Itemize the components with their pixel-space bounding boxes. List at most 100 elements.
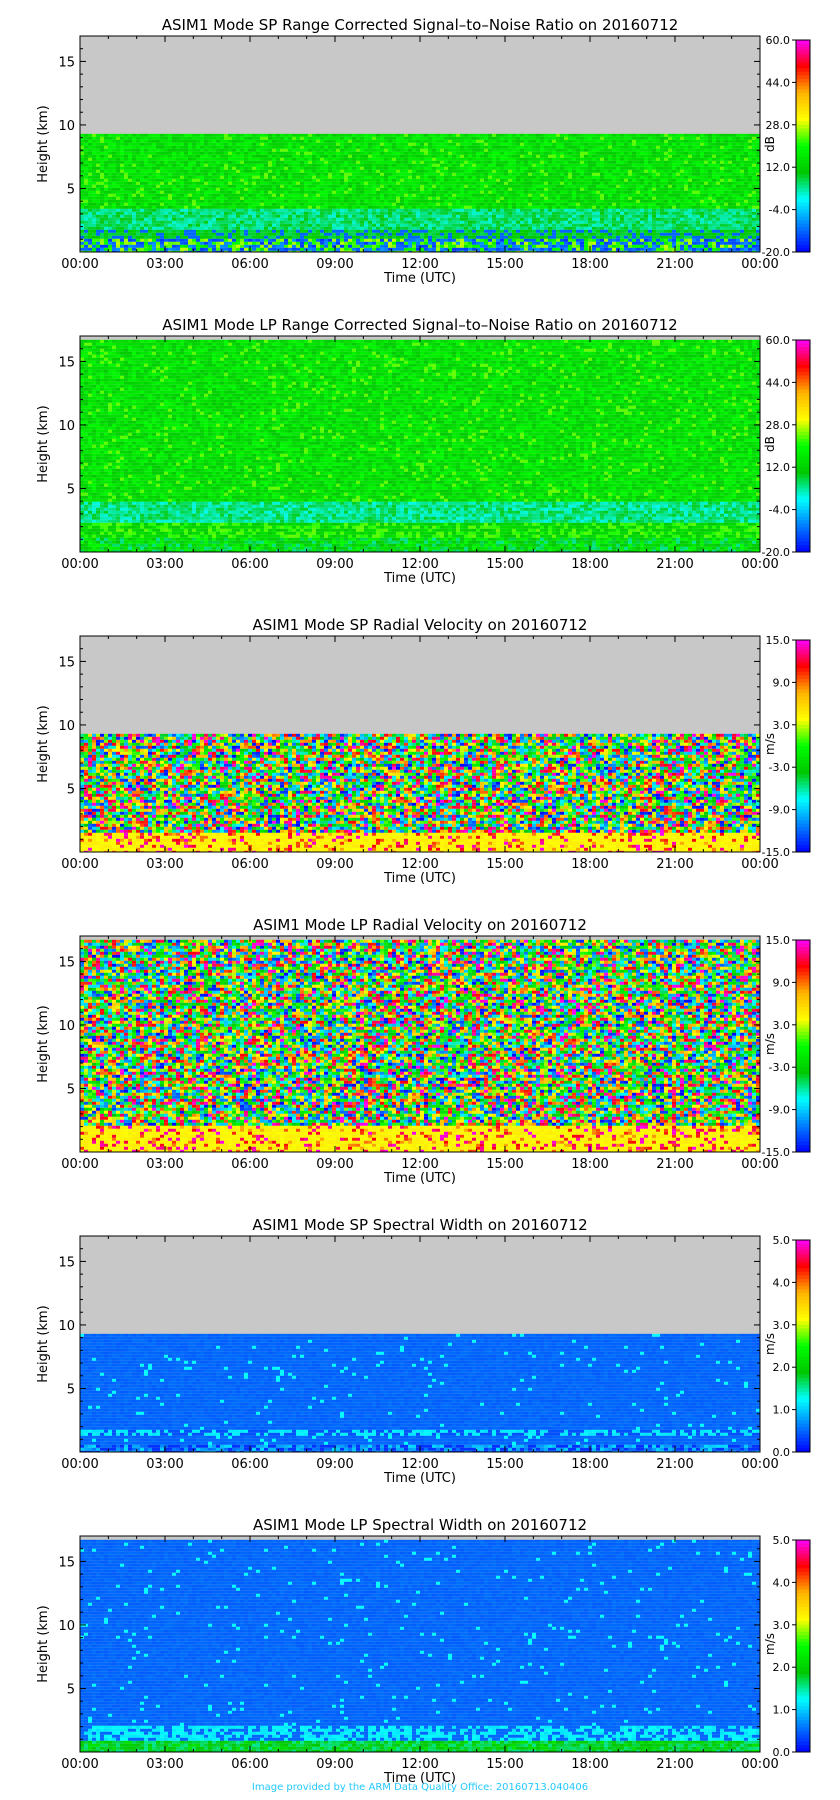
heatmap-cell — [184, 146, 188, 149]
heatmap-cell — [556, 161, 560, 164]
heatmap-cell — [328, 137, 332, 140]
heatmap-cell — [532, 164, 536, 167]
heatmap-cell — [612, 146, 616, 149]
heatmap-cell — [740, 143, 744, 146]
heatmap-cell — [500, 140, 504, 143]
heatmap-cell — [492, 149, 496, 152]
heatmap-cell — [496, 155, 500, 158]
heatmap-cell — [680, 152, 684, 155]
heatmap-cell — [144, 134, 148, 137]
heatmap-cell — [300, 143, 304, 146]
heatmap-cell — [324, 155, 328, 158]
heatmap-cell — [336, 155, 340, 158]
heatmap-cell — [500, 143, 504, 146]
heatmap-cell — [300, 134, 304, 137]
heatmap-cell — [456, 161, 460, 164]
heatmap-cell — [324, 164, 328, 167]
heatmap-cell — [488, 146, 492, 149]
heatmap-cell — [148, 140, 152, 143]
heatmap-cell — [232, 134, 236, 137]
heatmap-cell — [360, 140, 364, 143]
heatmap-cell — [108, 140, 112, 143]
heatmap-cell — [176, 134, 180, 137]
heatmap-cell — [692, 164, 696, 167]
heatmap-cell — [420, 158, 424, 161]
heatmap-cell — [96, 158, 100, 161]
heatmap-cell — [240, 161, 244, 164]
heatmap-cell — [500, 152, 504, 155]
heatmap-cell — [568, 161, 572, 164]
heatmap-cell — [212, 155, 216, 158]
heatmap-cell — [240, 137, 244, 140]
heatmap-cell — [320, 158, 324, 161]
heatmap-cell — [696, 137, 700, 140]
heatmap-cell — [352, 146, 356, 149]
heatmap-cell — [668, 161, 672, 164]
heatmap-cell — [740, 146, 744, 149]
heatmap-cell — [672, 164, 676, 167]
heatmap-cell — [372, 164, 376, 167]
heatmap-cell — [108, 161, 112, 164]
heatmap-cell — [400, 143, 404, 146]
heatmap-cell — [624, 152, 628, 155]
heatmap-cell — [120, 149, 124, 152]
heatmap-cell — [240, 155, 244, 158]
heatmap-cell — [100, 149, 104, 152]
heatmap-cell — [672, 134, 676, 137]
heatmap-cell — [632, 137, 636, 140]
heatmap-cell — [468, 149, 472, 152]
heatmap-cell — [360, 137, 364, 140]
heatmap-cell — [452, 137, 456, 140]
heatmap-cell — [132, 167, 136, 170]
heatmap-cell — [420, 134, 424, 137]
heatmap-cell — [364, 155, 368, 158]
heatmap-cell — [176, 161, 180, 164]
heatmap-cell — [640, 140, 644, 143]
heatmap-cell — [508, 161, 512, 164]
heatmap-cell — [600, 149, 604, 152]
heatmap-cell — [340, 152, 344, 155]
heatmap-cell — [568, 143, 572, 146]
heatmap-cell — [592, 158, 596, 161]
heatmap-cell — [492, 152, 496, 155]
heatmap-cell — [84, 134, 88, 137]
heatmap-cell — [432, 152, 436, 155]
heatmap-cell — [720, 152, 724, 155]
heatmap-cell — [576, 146, 580, 149]
heatmap-cell — [136, 140, 140, 143]
heatmap-cell — [112, 134, 116, 137]
heatmap-cell — [152, 167, 156, 170]
heatmap-cell — [396, 158, 400, 161]
heatmap-cell — [176, 164, 180, 167]
heatmap-cell — [100, 158, 104, 161]
heatmap-cell — [512, 140, 516, 143]
heatmap-cell — [544, 161, 548, 164]
heatmap-cell — [80, 158, 84, 161]
heatmap-cell — [408, 134, 412, 137]
heatmap-cell — [728, 155, 732, 158]
heatmap-cell — [740, 164, 744, 167]
heatmap-cell — [140, 155, 144, 158]
heatmap-cell — [352, 134, 356, 137]
heatmap-cell — [744, 134, 748, 137]
heatmap-cell — [220, 149, 224, 152]
heatmap-cell — [148, 155, 152, 158]
heatmap-cell — [92, 143, 96, 146]
heatmap-cell — [332, 152, 336, 155]
heatmap-cell — [300, 158, 304, 161]
heatmap-cell — [640, 137, 644, 140]
heatmap-cell — [116, 161, 120, 164]
heatmap-cell — [488, 161, 492, 164]
heatmap-cell — [688, 161, 692, 164]
heatmap-cell — [648, 149, 652, 152]
heatmap-cell — [756, 164, 760, 167]
heatmap-cell — [92, 146, 96, 149]
heatmap-cell — [368, 140, 372, 143]
heatmap-cell — [664, 146, 668, 149]
heatmap-cell — [412, 149, 416, 152]
heatmap-cell — [660, 149, 664, 152]
heatmap-cell — [712, 149, 716, 152]
heatmap-cell — [500, 158, 504, 161]
heatmap-cell — [224, 134, 228, 137]
heatmap-cell — [156, 146, 160, 149]
